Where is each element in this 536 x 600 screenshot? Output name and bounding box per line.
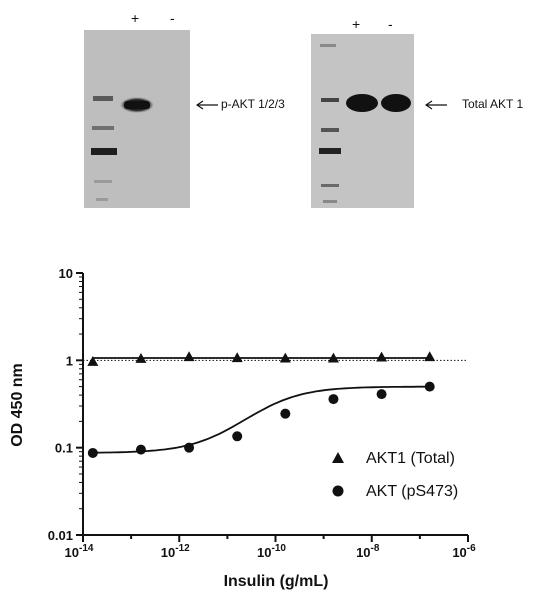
series-akt-ps473-point [424, 381, 435, 392]
x-tick-label: 10-10 [257, 543, 286, 560]
x-tick-label: 10-6 [452, 543, 476, 560]
series-akt-ps473-fit-curve [92, 385, 430, 454]
blot2-arrow-icon [425, 100, 447, 110]
blot1-image [84, 30, 190, 208]
series-akt1-point [279, 352, 291, 363]
series-akt1-point [183, 351, 195, 362]
series-akt-ps473-point [87, 447, 98, 458]
y-tick-label: 1 [66, 353, 73, 368]
y-tick-label: 0.1 [55, 441, 73, 456]
series-akt-ps473-point [328, 394, 339, 405]
series-akt-ps473-point [376, 389, 387, 400]
legend-akt1-label: AKT1 (Total) [366, 450, 455, 467]
series-akt-ps473-point [232, 431, 243, 442]
series-akt1-point [231, 352, 243, 363]
series-akt1-point [87, 355, 99, 366]
series-akt-ps473-point [184, 442, 195, 453]
blot2-label: Total AKT 1 [462, 97, 524, 111]
series-akt1-point [327, 352, 339, 363]
blot2-image [311, 34, 414, 208]
y-tick-label: 10 [59, 266, 73, 281]
blot1-arrow-icon [196, 100, 218, 110]
blot1-label: p-AKT 1/2/3 [221, 97, 285, 111]
blot1-lane-minus: - [170, 10, 175, 26]
x-tick-label: 10-12 [161, 543, 190, 560]
y-axis-title: OD 450 nm [9, 363, 26, 447]
series-akt1-point [135, 352, 147, 363]
x-tick-label: 10-14 [65, 543, 94, 560]
y-tick-label: 0.01 [48, 528, 73, 543]
series-akt-ps473-point [135, 444, 146, 455]
blot2-lane-minus: - [388, 16, 393, 32]
x-axis-title: Insulin (g/mL) [224, 573, 329, 590]
blot2-lane-plus: + [352, 16, 361, 32]
series-akt1-point [376, 351, 388, 362]
blot1-lane-plus: + [131, 10, 140, 26]
legend-akt-ps473-label: AKT (pS473) [366, 483, 458, 500]
x-tick-label: 10-8 [356, 543, 380, 560]
legend-akt1-marker [332, 452, 344, 463]
legend-akt-ps473-marker [332, 485, 344, 497]
series-akt-ps473-point [280, 408, 291, 419]
series-akt1-point [424, 351, 436, 362]
